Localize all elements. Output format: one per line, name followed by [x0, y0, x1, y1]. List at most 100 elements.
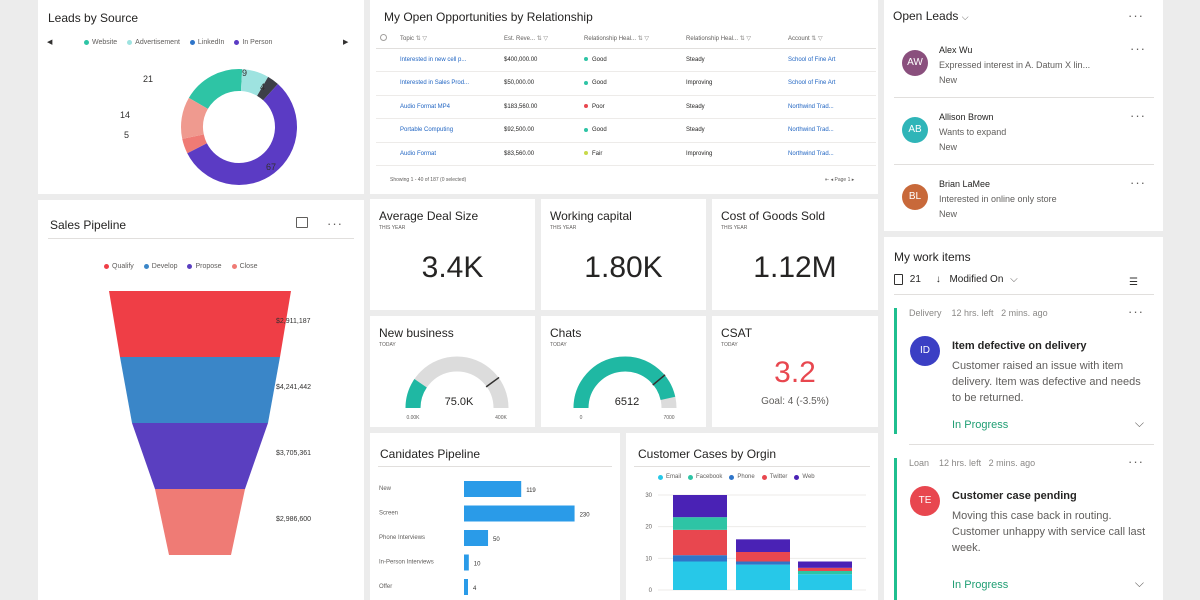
bar[interactable] [464, 579, 468, 595]
kpi-card-cost-of-goods-sold[interactable]: Cost of Goods Sold THIS YEAR 1.12M [712, 199, 878, 310]
more-options-icon[interactable]: ··· [1128, 454, 1144, 469]
stacked-bar-segment[interactable] [736, 552, 790, 562]
stacked-bar-segment[interactable] [798, 574, 852, 590]
table-row[interactable]: Interested in Sales Prod... $50,000.00 G… [376, 71, 876, 96]
stacked-bar-segment[interactable] [673, 529, 727, 556]
first-page-icon[interactable]: ⇤ [825, 177, 830, 183]
kpi-card-working-capital[interactable]: Working capital THIS YEAR 1.80K [541, 199, 706, 310]
funnel-segment[interactable] [132, 423, 268, 489]
prev-page-icon[interactable]: ◂ [830, 177, 834, 183]
bar[interactable] [464, 554, 469, 571]
donut-slice[interactable] [240, 69, 269, 97]
legend-item[interactable]: Close [231, 263, 257, 270]
work-item[interactable]: Delivery 12 hrs. left 2 mins. ago ··· ID… [894, 304, 1156, 434]
topic-link[interactable]: Interested in new cell p... [396, 48, 500, 72]
chevron-down-icon[interactable]: ⌵ [1010, 274, 1018, 286]
legend-prev-icon[interactable]: ◀ [47, 39, 53, 46]
stacked-bar-segment[interactable] [798, 571, 852, 575]
topic-link[interactable]: Audio Format MP4 [396, 95, 500, 119]
open-leads-title[interactable]: Open Leads ⌵ [893, 9, 969, 23]
more-options-icon[interactable]: ··· [1128, 8, 1144, 23]
stacked-bar-segment[interactable] [736, 564, 790, 590]
legend-item[interactable]: Twitter [761, 474, 787, 480]
chevron-down-icon[interactable]: ⌵ [1134, 416, 1144, 430]
gauge-period: TODAY [550, 342, 567, 348]
csat-card[interactable]: CSAT TODAY 3.2 Goal: 4 (-3.5%) [712, 316, 878, 427]
account-link[interactable]: School of Fine Art [784, 71, 876, 96]
legend-next-icon[interactable]: ▶ [343, 39, 349, 46]
donut-slice[interactable] [187, 84, 297, 185]
more-options-icon[interactable]: ··· [327, 216, 343, 231]
sort-arrow-icon[interactable]: ↓ [935, 274, 941, 286]
stacked-bar-segment[interactable] [673, 517, 727, 530]
column-header[interactable]: Topic ⇅ ▽ [396, 30, 500, 49]
work-item[interactable]: Loan 12 hrs. left 2 mins. ago ··· TE Cus… [894, 454, 1156, 600]
gauge-card-new-business[interactable]: New business TODAY 75.0K 0.00K 400K [370, 316, 535, 427]
kpi-card-average-deal-size[interactable]: Average Deal Size THIS YEAR 3.4K [370, 199, 535, 310]
topic-link[interactable]: Audio Format [396, 142, 500, 166]
expand-icon[interactable] [296, 217, 308, 228]
funnel-segment[interactable] [120, 357, 280, 423]
account-link[interactable]: Northwind Trad... [784, 118, 876, 143]
legend-item[interactable]: Email [658, 474, 681, 480]
legend-item[interactable]: Phone [729, 474, 755, 480]
stacked-bar-segment[interactable] [673, 561, 727, 591]
topic-link[interactable]: Portable Computing [396, 118, 500, 143]
column-header[interactable]: Relationship Heal... ⇅ ▽ [580, 30, 682, 49]
funnel-segment[interactable] [109, 291, 291, 357]
stacked-bar-segment[interactable] [736, 561, 790, 565]
donut-slice[interactable] [256, 76, 278, 101]
more-options-icon[interactable]: ··· [1130, 175, 1146, 190]
legend-item[interactable]: Develop [143, 263, 177, 270]
table-row[interactable]: Portable Computing $92,500.00 Good Stead… [376, 118, 876, 143]
more-options-icon[interactable]: ··· [1130, 108, 1146, 123]
funnel-chart[interactable]: $2,911,187 $4,241,442 $3,705,361 $2,986,600 [38, 200, 364, 600]
bar[interactable] [464, 505, 575, 522]
column-header[interactable]: Account ⇅ ▽ [784, 30, 876, 49]
select-all-checkbox[interactable] [376, 30, 396, 49]
account-link[interactable]: Northwind Trad... [784, 142, 876, 166]
lead-item[interactable]: AW Alex Wu Expressed interest in A. Datu… [894, 42, 1154, 102]
table-row[interactable]: Audio Format $83,560.00 Fair Improving N… [376, 142, 876, 166]
legend-item[interactable]: Advertisement [127, 39, 180, 46]
sort-field[interactable]: Modified On [949, 274, 1004, 286]
gauge-fill [573, 356, 676, 409]
bar[interactable] [464, 530, 489, 546]
legend-item[interactable]: In Person [234, 39, 272, 46]
account-link[interactable]: Northwind Trad... [784, 95, 876, 119]
legend-item[interactable]: Propose [187, 263, 222, 270]
legend-item[interactable]: Web [794, 474, 815, 480]
stacked-bar-segment[interactable] [673, 555, 727, 562]
chevron-down-icon[interactable]: ⌵ [1134, 576, 1144, 590]
stacked-bar-segment[interactable] [798, 567, 852, 571]
donut-slice[interactable] [188, 69, 243, 110]
gauge-card-chats[interactable]: Chats TODAY 6512 0 7000 [541, 316, 706, 427]
table-row[interactable]: Interested in new cell p... $400,000.00 … [376, 48, 876, 72]
account-link[interactable]: School of Fine Art [784, 48, 876, 72]
cases-stacked-chart[interactable]: 30 20 10 0 [626, 433, 878, 600]
legend-item[interactable]: Facebook [688, 474, 722, 480]
table-row[interactable]: Audio Format MP4 $183,560.00 Poor Steady… [376, 95, 876, 119]
next-page-icon[interactable]: ▸ [851, 177, 855, 183]
work-item-heading: Customer case pending [952, 490, 1077, 502]
legend-item[interactable]: LinkedIn [189, 39, 224, 46]
more-options-icon[interactable]: ··· [1128, 304, 1144, 319]
funnel-segment[interactable] [155, 489, 245, 555]
column-header[interactable]: Est. Reve... ⇅ ▽ [500, 30, 580, 49]
donut-slice[interactable] [182, 134, 208, 154]
stacked-bar-segment[interactable] [736, 539, 790, 552]
leads-donut-chart[interactable]: 21 9 4 67 5 14 [38, 0, 364, 194]
stacked-bar-segment[interactable] [798, 561, 852, 568]
bar[interactable] [464, 481, 522, 497]
lead-item[interactable]: AB Allison Brown Wants to expand New ··· [894, 109, 1154, 169]
lead-item[interactable]: BL Brian LaMee Interested in online only… [894, 176, 1154, 231]
candidates-bar-chart[interactable]: New 119 Screen 230 Phone Interviews 50 In-Pers… [370, 433, 620, 600]
legend-item[interactable]: Website [84, 39, 117, 46]
stacked-bar-segment[interactable] [673, 495, 727, 518]
column-header[interactable]: Relationship Heal... ⇅ ▽ [682, 30, 784, 49]
filter-list-icon[interactable]: ☰ [1129, 277, 1138, 288]
more-options-icon[interactable]: ··· [1130, 41, 1146, 56]
legend-item[interactable]: Qualify [104, 263, 134, 270]
donut-slice[interactable] [181, 97, 209, 139]
topic-link[interactable]: Interested in Sales Prod... [396, 71, 500, 96]
